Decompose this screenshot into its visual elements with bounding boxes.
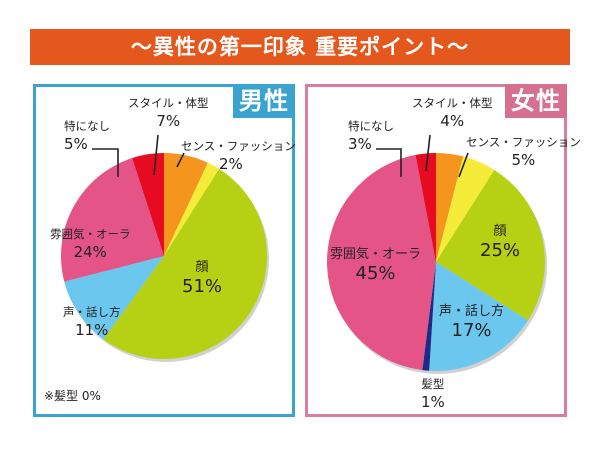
female-label-face-pct: 25% <box>480 240 521 261</box>
male-label-voice-name: 声・話し方 <box>63 305 121 319</box>
male-label-aura-pct: 24% <box>73 243 107 261</box>
male-label-aura-name: 雰囲気・オーラ <box>50 227 131 241</box>
female-label-hair-pct: 1% <box>421 393 445 411</box>
male-label-sense-pct: 2% <box>219 155 243 173</box>
male-slice-voice <box>64 256 164 340</box>
female-slice-none <box>415 153 436 262</box>
male-label-voice: 声・話し方 11% <box>63 305 121 340</box>
female-label-voice: 声・話し方 17% <box>439 303 504 342</box>
female-label-none-pct: 3% <box>348 135 372 153</box>
female-slice-hair <box>422 262 436 371</box>
female-label-none-name: 特になし <box>348 119 394 133</box>
female-label-aura-name: 雰囲気・オーラ <box>330 247 422 262</box>
female-label-face: 顔 25% <box>480 223 520 262</box>
male-slice-style <box>164 153 208 256</box>
male-label-sense: センス・ファッション 2% <box>181 139 296 174</box>
male-label-voice-pct: 11% <box>75 321 109 339</box>
male-label-none: 特になし 5% <box>64 119 110 154</box>
male-label-style: スタイル・体型 7% <box>128 96 209 131</box>
female-label-aura-pct: 45% <box>355 263 396 284</box>
male-label-none-name: 特になし <box>64 119 110 133</box>
female-label-none: 特になし 3% <box>348 119 394 154</box>
female-leader-sense <box>458 152 469 178</box>
male-label-face-pct: 51% <box>182 276 223 297</box>
male-pie-chart <box>61 134 269 362</box>
female-slice-sense <box>436 156 495 262</box>
female-label-aura: 雰囲気・オーラ 45% <box>330 246 421 285</box>
female-label-face-name: 顔 <box>493 224 507 239</box>
male-label-none-pct: 5% <box>64 135 88 153</box>
title-banner: ～異性の第一印象 重要ポイント～ <box>30 29 570 65</box>
male-leader-style <box>153 134 159 176</box>
female-tag: 女性 <box>505 84 567 118</box>
female-slice-style <box>436 153 464 262</box>
female-label-sense: センス・ファッション 5% <box>466 135 581 170</box>
male-label-face: 顔 51% <box>182 259 222 298</box>
male-slice-none <box>132 153 164 256</box>
male-slice-sense <box>164 162 220 256</box>
female-label-hair: 髪型 1% <box>421 377 445 412</box>
male-slice-face <box>103 169 267 359</box>
male-hair-note: ※髪型 0% <box>44 389 101 403</box>
female-slice-voice <box>429 262 529 371</box>
female-pie-chart <box>327 134 547 374</box>
female-label-style-pct: 4% <box>440 112 465 130</box>
male-label-face-name: 顔 <box>195 260 209 275</box>
male-leader-sense <box>176 152 185 168</box>
male-tag: 男性 <box>233 84 295 118</box>
female-label-sense-pct: 5% <box>511 151 536 169</box>
female-label-voice-name: 声・話し方 <box>439 304 505 319</box>
female-slice-aura <box>327 154 436 371</box>
female-label-voice-pct: 17% <box>451 320 492 341</box>
male-leader-none <box>92 148 119 177</box>
female-label-style-name: スタイル・体型 <box>412 96 493 110</box>
male-label-sense-name: センス・ファッション <box>181 139 296 153</box>
female-label-hair-name: 髪型 <box>421 377 445 391</box>
male-label-style-pct: 7% <box>156 112 181 130</box>
female-label-style: スタイル・体型 4% <box>412 96 493 131</box>
female-leader-style <box>425 134 431 172</box>
female-slice-face <box>436 169 545 321</box>
female-label-sense-name: センス・ファッション <box>466 135 581 149</box>
male-panel: 男性 スタイル・体型 7% センス・ファッション 2% 特になし 5% 雰囲気・… <box>33 84 296 417</box>
female-panel: 女性 スタイル・体型 4% センス・ファッション 5% 特になし 3% 雰囲気・… <box>305 84 581 417</box>
male-label-aura: 雰囲気・オーラ 24% <box>50 227 131 262</box>
male-slice-aura <box>61 158 164 282</box>
male-label-style-name: スタイル・体型 <box>128 96 209 110</box>
female-leader-none <box>376 148 402 177</box>
